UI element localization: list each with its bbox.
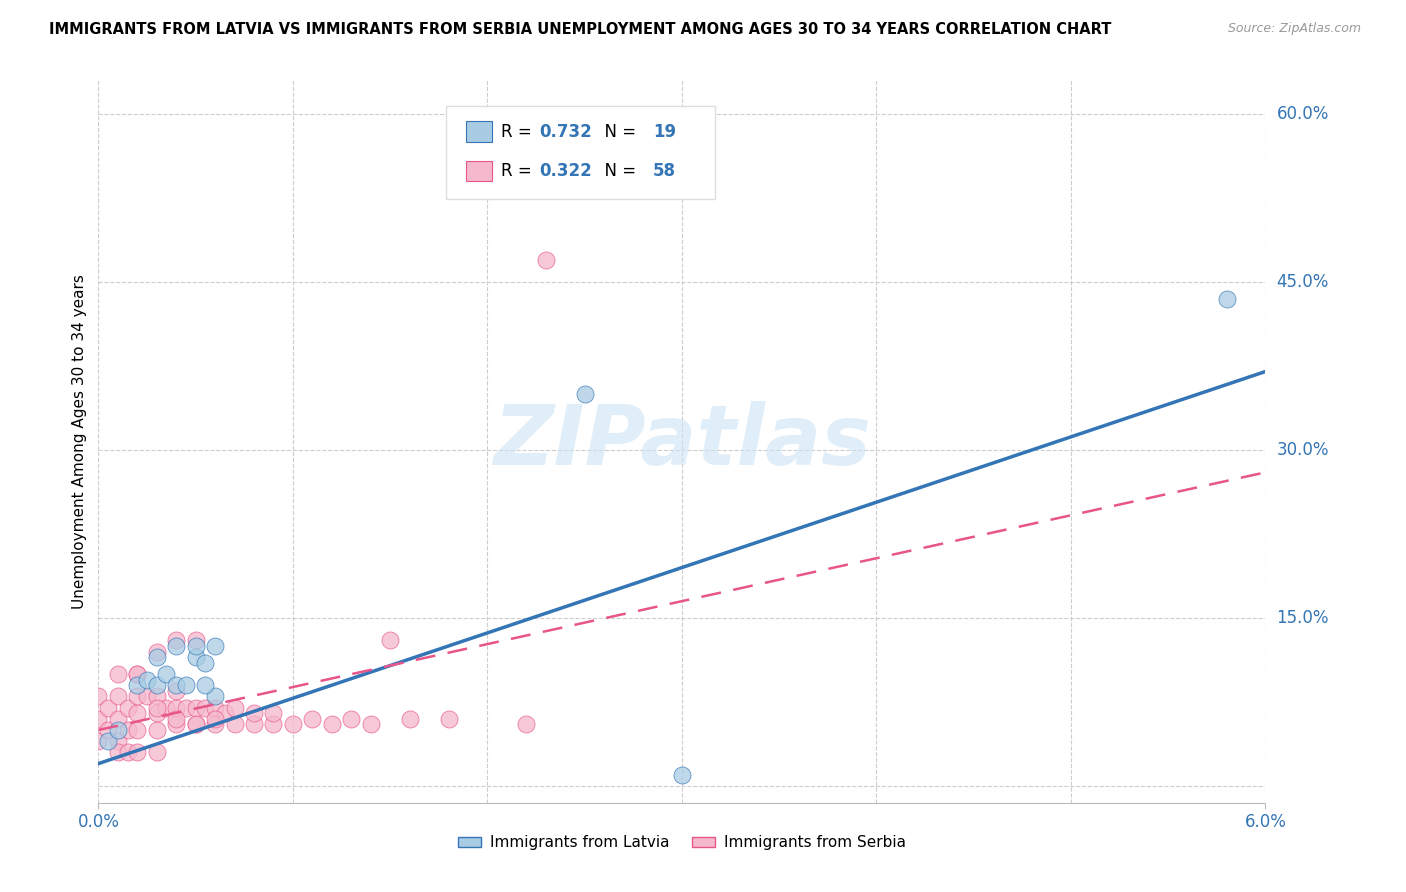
Text: R =: R = <box>501 162 537 180</box>
Point <box>107 745 129 759</box>
Text: N =: N = <box>595 122 641 141</box>
Point <box>146 644 169 658</box>
Point <box>87 690 110 704</box>
Text: 19: 19 <box>652 122 676 141</box>
Point <box>214 706 236 721</box>
Point <box>107 690 129 704</box>
Y-axis label: Unemployment Among Ages 30 to 34 years: Unemployment Among Ages 30 to 34 years <box>72 274 87 609</box>
Point <box>204 639 226 653</box>
Point <box>204 700 226 714</box>
Point <box>437 712 460 726</box>
Point <box>117 723 139 737</box>
Point <box>146 745 169 759</box>
Text: 0.732: 0.732 <box>540 122 592 141</box>
Point <box>1215 292 1237 306</box>
Point <box>301 712 323 726</box>
Point <box>127 667 149 681</box>
Text: Source: ZipAtlas.com: Source: ZipAtlas.com <box>1227 22 1361 36</box>
Point <box>155 700 177 714</box>
Text: ZIPatlas: ZIPatlas <box>494 401 870 482</box>
Point <box>184 633 207 648</box>
Point <box>127 745 149 759</box>
Point <box>243 706 266 721</box>
Point <box>165 700 187 714</box>
Point <box>194 656 217 670</box>
Point <box>117 745 139 759</box>
Point <box>194 700 217 714</box>
Point <box>360 717 382 731</box>
Point <box>204 712 226 726</box>
Point <box>117 700 139 714</box>
Text: N =: N = <box>595 162 641 180</box>
Point <box>127 678 149 692</box>
Point <box>107 723 129 737</box>
Point <box>398 712 420 726</box>
Point <box>184 700 207 714</box>
Legend: Immigrants from Latvia, Immigrants from Serbia: Immigrants from Latvia, Immigrants from … <box>451 830 912 856</box>
Point <box>127 690 149 704</box>
Point <box>107 734 129 748</box>
Point <box>224 700 246 714</box>
Point <box>136 673 159 687</box>
Text: R =: R = <box>501 122 537 141</box>
Point <box>574 387 596 401</box>
Point <box>146 706 169 721</box>
Point <box>97 700 120 714</box>
Point <box>107 712 129 726</box>
Bar <box>465 121 492 142</box>
Text: 15.0%: 15.0% <box>1277 609 1329 627</box>
Point <box>146 650 169 665</box>
Point <box>136 690 159 704</box>
Text: 60.0%: 60.0% <box>1277 105 1329 123</box>
Point <box>281 717 304 731</box>
Point <box>155 667 177 681</box>
Point <box>515 717 537 731</box>
Point <box>165 717 187 731</box>
Text: 30.0%: 30.0% <box>1277 441 1329 459</box>
Point <box>165 712 187 726</box>
Point <box>146 678 169 692</box>
Bar <box>465 161 492 181</box>
Point <box>146 690 169 704</box>
Point <box>127 723 149 737</box>
Point <box>262 706 284 721</box>
Point <box>184 717 207 731</box>
Text: 58: 58 <box>652 162 676 180</box>
FancyBboxPatch shape <box>446 105 714 200</box>
Point <box>340 712 363 726</box>
Point <box>97 734 120 748</box>
Text: 0.322: 0.322 <box>540 162 592 180</box>
Text: 45.0%: 45.0% <box>1277 273 1329 291</box>
Point <box>146 723 169 737</box>
Point <box>174 678 197 692</box>
Point <box>380 633 402 648</box>
Text: IMMIGRANTS FROM LATVIA VS IMMIGRANTS FROM SERBIA UNEMPLOYMENT AMONG AGES 30 TO 3: IMMIGRANTS FROM LATVIA VS IMMIGRANTS FRO… <box>49 22 1112 37</box>
Point <box>127 706 149 721</box>
Point <box>174 700 197 714</box>
Point <box>204 690 226 704</box>
Point <box>262 717 284 731</box>
Point <box>107 667 129 681</box>
Point <box>165 678 187 692</box>
Point <box>224 717 246 731</box>
Point <box>87 734 110 748</box>
Point <box>165 639 187 653</box>
Point <box>184 717 207 731</box>
Point <box>534 252 557 267</box>
Point <box>194 678 217 692</box>
Point <box>204 717 226 731</box>
Point <box>671 768 693 782</box>
Point <box>184 639 207 653</box>
Point <box>97 723 120 737</box>
Point <box>165 633 187 648</box>
Point <box>127 667 149 681</box>
Point <box>146 700 169 714</box>
Point <box>87 712 110 726</box>
Point <box>321 717 343 731</box>
Point <box>165 683 187 698</box>
Point <box>243 717 266 731</box>
Point <box>184 650 207 665</box>
